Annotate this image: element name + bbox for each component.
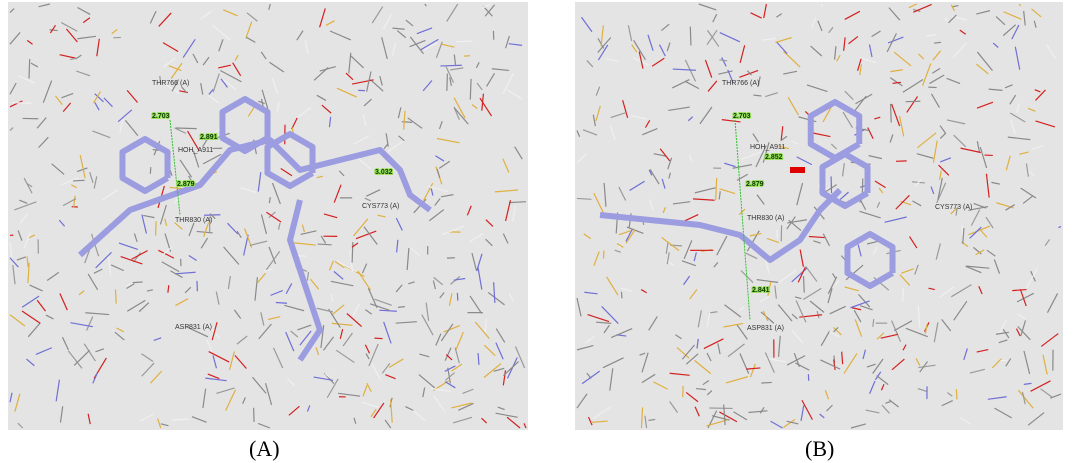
stick	[50, 30, 58, 31]
distance-label: 2.879	[746, 181, 764, 188]
residue-label: HOH_A911	[750, 144, 785, 151]
stick	[621, 292, 622, 299]
stick	[12, 103, 31, 104]
stick	[318, 244, 332, 245]
stick	[298, 256, 306, 257]
residue-label: THR830 (A)	[175, 217, 212, 224]
distance-label: 3.032	[375, 169, 393, 176]
stick	[398, 307, 405, 308]
distance-label: 2.841	[752, 287, 770, 294]
panel-b: THR766 (A) HOH_A911 THR830 (A) CYS773 (A…	[575, 2, 1063, 461]
stick	[690, 27, 691, 46]
stick	[176, 128, 197, 129]
distance-label: 2.891	[200, 134, 218, 141]
caption: (B)	[805, 436, 834, 461]
stick	[116, 289, 117, 303]
distance-label: 2.703	[733, 113, 751, 120]
residue-label: THR766 (A)	[152, 80, 189, 87]
residue-label: HOH_A911	[178, 147, 213, 154]
stick	[352, 242, 353, 263]
stick	[456, 41, 472, 42]
residue-label: CYS773 (A)	[362, 203, 399, 210]
figure: THR766 (A) HOH_A911 THR830 (A) CYS773 (A…	[0, 0, 1075, 463]
distance-label: 2.879	[177, 181, 195, 188]
stick	[761, 382, 771, 383]
stick	[133, 282, 143, 283]
stick	[934, 42, 941, 43]
distance-label: 2.703	[152, 113, 170, 120]
stick	[804, 276, 805, 292]
stick	[402, 122, 412, 123]
stick	[447, 74, 448, 91]
stick	[276, 303, 287, 304]
residue-label: THR766 (A)	[722, 80, 759, 87]
stick	[29, 59, 30, 79]
distance-label: 2.852	[765, 154, 783, 161]
stick	[831, 176, 832, 193]
stick	[470, 79, 471, 100]
stick	[172, 419, 189, 420]
stick	[440, 65, 461, 66]
stick	[903, 288, 904, 301]
residue-label: ASP831 (A)	[747, 325, 784, 332]
caption: (A)	[249, 436, 280, 461]
stick	[891, 104, 892, 123]
residue-label: ASP831 (A)	[175, 324, 212, 331]
residue-label: CYS773 (A)	[935, 204, 972, 211]
panel-a: THR766 (A) HOH_A911 THR830 (A) CYS773 (A…	[8, 2, 528, 461]
residue-label: THR830 (A)	[747, 215, 784, 222]
stick	[956, 389, 957, 399]
stick	[73, 180, 85, 181]
page: THR766 (A) HOH_A911 THR830 (A) CYS773 (A…	[0, 0, 1075, 463]
